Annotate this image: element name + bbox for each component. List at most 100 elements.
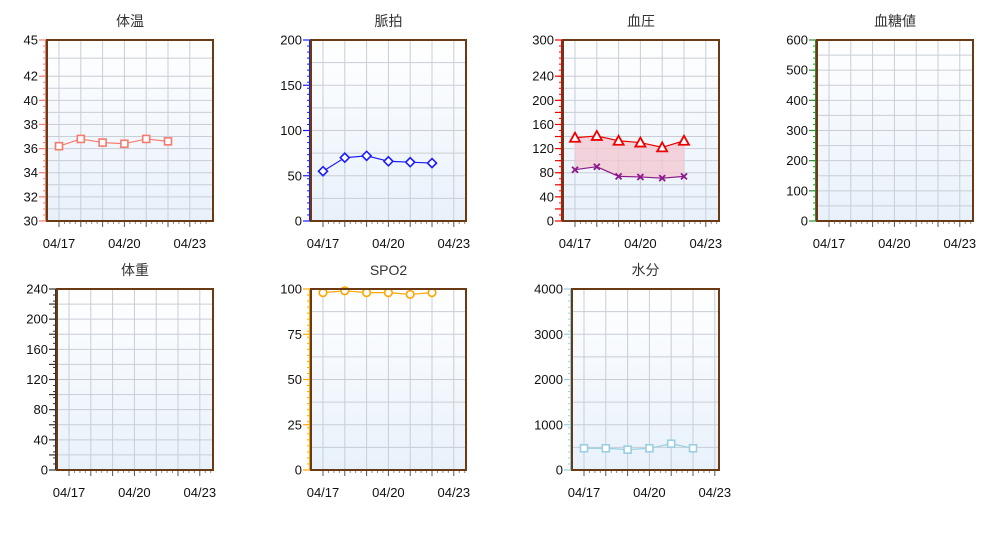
chart-title: 体重 bbox=[121, 262, 149, 278]
y-tick-label: 30 bbox=[24, 214, 38, 229]
x-tick-label: 04/17 bbox=[43, 236, 76, 251]
y-tick-label: 2000 bbox=[534, 372, 563, 387]
y-tick-label: 150 bbox=[280, 78, 302, 93]
x-tick-label: 04/23 bbox=[438, 485, 471, 500]
chart-spo2: 0 25 50 75 100 04/17 04/20 04/23 SPO2 bbox=[280, 262, 470, 500]
y-tick-label: 38 bbox=[24, 117, 38, 132]
y-tick-label: 40 bbox=[34, 432, 48, 447]
y-tick-label: 80 bbox=[34, 402, 48, 417]
y-tick-label: 200 bbox=[786, 153, 808, 168]
plot-frame bbox=[571, 288, 720, 471]
data-point bbox=[120, 139, 129, 149]
y-tick-label: 100 bbox=[280, 123, 302, 138]
data-point bbox=[360, 150, 373, 162]
y-tick-label: 32 bbox=[24, 189, 38, 204]
y-tick-label: 45 bbox=[24, 33, 38, 48]
data-point bbox=[404, 156, 416, 168]
y-tick-label: 160 bbox=[532, 117, 554, 132]
x-tick-label: 04/17 bbox=[559, 236, 592, 251]
data-point bbox=[98, 138, 107, 147]
y-tick-label: 200 bbox=[532, 93, 554, 108]
plot-area bbox=[47, 40, 213, 221]
data-point bbox=[163, 137, 173, 146]
y-tick-label: 34 bbox=[24, 165, 38, 180]
x-tick-label: 04/20 bbox=[372, 236, 405, 251]
x-tick-label: 04/20 bbox=[624, 236, 657, 251]
x-tick-label: 04/17 bbox=[813, 236, 846, 251]
chart-title: 脈拍 bbox=[375, 13, 403, 29]
y-tick-label: 0 bbox=[547, 214, 554, 229]
plot-frame bbox=[46, 39, 214, 222]
x-tick-label: 04/23 bbox=[944, 236, 977, 251]
data-point bbox=[54, 141, 64, 151]
chart-water: 0 1000 2000 3000 4000 04/17 04/20 04/23 水分 bbox=[534, 262, 731, 500]
x-tick-label: 04/20 bbox=[108, 236, 141, 251]
data-point bbox=[636, 173, 645, 181]
x-tick-label: 04/20 bbox=[118, 485, 151, 500]
x-tick-label: 04/17 bbox=[53, 485, 86, 500]
chart-title: 水分 bbox=[632, 262, 660, 278]
plot-frame bbox=[816, 39, 974, 222]
y-tick-label: 240 bbox=[26, 282, 48, 297]
data-point bbox=[593, 163, 601, 171]
x-tick-label: 04/20 bbox=[633, 485, 666, 500]
data-point bbox=[614, 172, 623, 180]
x-tick-label: 04/17 bbox=[307, 236, 340, 251]
data-point bbox=[571, 166, 579, 174]
y-tick-label: 500 bbox=[786, 63, 808, 78]
data-point bbox=[601, 443, 611, 453]
y-tick-label: 0 bbox=[556, 463, 563, 478]
x-tick-label: 04/23 bbox=[699, 485, 732, 500]
chart-pulse: 0 50 100 150 200 04/17 04/20 04/23 脈拍 bbox=[280, 13, 470, 251]
chart-blood_sugar: 0 100 200 300 400 500 600 04/17 04/20 04/23 血糖値 bbox=[786, 13, 976, 251]
data-point bbox=[658, 174, 666, 182]
data-point bbox=[680, 172, 688, 180]
data-point bbox=[426, 157, 438, 169]
y-tick-label: 80 bbox=[540, 165, 554, 180]
data-point bbox=[76, 134, 86, 144]
y-tick-label: 50 bbox=[288, 168, 302, 183]
x-tick-label: 04/20 bbox=[878, 236, 911, 251]
y-tick-label: 25 bbox=[288, 417, 302, 432]
data-point bbox=[645, 443, 654, 453]
data-point bbox=[579, 443, 589, 453]
data-point bbox=[339, 152, 351, 164]
y-tick-label: 75 bbox=[288, 327, 302, 342]
y-tick-label: 36 bbox=[24, 141, 38, 156]
plot-frame bbox=[56, 288, 214, 471]
x-tick-label: 04/23 bbox=[174, 236, 207, 251]
plot-frame bbox=[310, 288, 467, 471]
y-tick-label: 3000 bbox=[534, 327, 563, 342]
y-tick-label: 400 bbox=[786, 93, 808, 108]
y-tick-label: 120 bbox=[532, 141, 554, 156]
y-tick-label: 1000 bbox=[534, 417, 563, 432]
y-tick-label: 40 bbox=[540, 189, 554, 204]
x-tick-label: 04/17 bbox=[568, 485, 601, 500]
data-point bbox=[612, 133, 626, 146]
chart-weight: 0 40 80 120 160 200 240 04/17 04/20 04/23 体重 bbox=[26, 262, 216, 500]
chart-temperature: 30 32 34 36 38 40 42 45 04/17 04/20 04/23 体温 bbox=[24, 13, 214, 251]
series-line bbox=[574, 166, 685, 179]
x-tick-label: 04/23 bbox=[690, 236, 723, 251]
x-tick-label: 04/23 bbox=[438, 236, 471, 251]
data-point bbox=[405, 289, 415, 300]
chart-title: 血圧 bbox=[627, 13, 655, 29]
y-tick-label: 50 bbox=[288, 372, 302, 387]
data-point bbox=[568, 130, 582, 143]
chart-title: SPO2 bbox=[370, 262, 408, 278]
chart-blood_pressure: 0 40 80 120 160 200 240 300 04/17 04/20 04/23 血圧 bbox=[532, 13, 722, 251]
y-tick-label: 160 bbox=[26, 342, 48, 357]
data-point bbox=[141, 134, 151, 144]
plot-frame bbox=[562, 39, 720, 222]
chart-title: 体温 bbox=[116, 13, 144, 29]
y-tick-label: 0 bbox=[41, 463, 48, 478]
y-tick-label: 100 bbox=[280, 282, 302, 297]
data-point bbox=[382, 155, 395, 167]
x-tick-label: 04/20 bbox=[372, 485, 405, 500]
y-tick-label: 100 bbox=[786, 183, 808, 198]
plot-frame bbox=[310, 39, 467, 222]
y-tick-label: 0 bbox=[295, 214, 302, 229]
y-tick-label: 40 bbox=[24, 93, 38, 108]
data-point bbox=[623, 445, 632, 454]
